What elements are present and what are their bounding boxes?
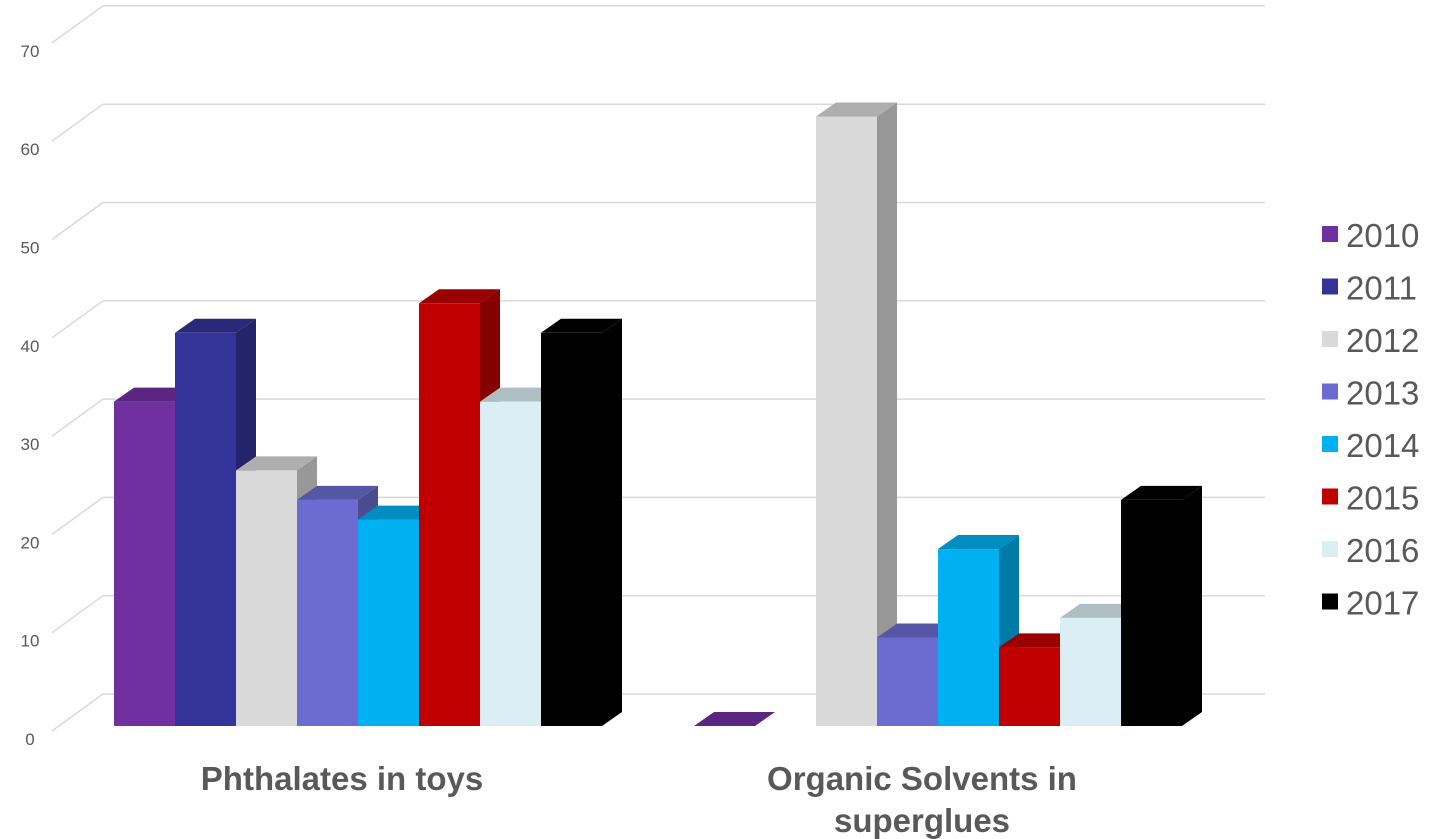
- bar-top: [297, 485, 378, 500]
- bar-front: [236, 470, 297, 726]
- bar-side: [602, 318, 622, 726]
- category-label: Phthalates in toys: [201, 760, 483, 797]
- bar-2010-2: [694, 712, 775, 726]
- bar-front: [999, 647, 1060, 726]
- legend-swatch: [1322, 278, 1338, 295]
- y-tick-label: 20: [21, 533, 40, 552]
- legend-swatch: [1322, 436, 1338, 452]
- legend-item-2011: 2011: [1322, 270, 1417, 307]
- legend-label: 2016: [1346, 532, 1419, 569]
- bar-top: [938, 535, 1019, 550]
- legend-swatch: [1322, 383, 1338, 400]
- y-axis-ticks: 0 10 20 30 40 50 60 70: [21, 42, 40, 749]
- legend-label: 2012: [1346, 322, 1419, 359]
- legend-swatch: [1322, 331, 1338, 347]
- legend-label: 2017: [1346, 585, 1419, 622]
- bar-top: [877, 623, 958, 638]
- bar-top: [541, 318, 622, 333]
- bar-front: [877, 637, 938, 726]
- bars: [114, 102, 1202, 727]
- bar-front: [114, 401, 175, 726]
- legend-item-2013: 2013: [1322, 375, 1419, 412]
- bar-top: [816, 102, 897, 117]
- bar-front: [358, 519, 419, 726]
- gridline-depth: [51, 693, 104, 732]
- bar-front: [541, 332, 602, 726]
- bar-top: [175, 318, 256, 333]
- gridline-depth: [51, 5, 104, 44]
- bar-2017-1: [541, 318, 622, 726]
- bar-front: [1060, 617, 1121, 726]
- bar-top: [358, 505, 439, 520]
- y-tick-label: 0: [25, 730, 34, 749]
- bar-front: [938, 549, 999, 726]
- legend-label: 2014: [1346, 427, 1419, 464]
- bar-top: [236, 456, 317, 471]
- bar-side: [1182, 485, 1202, 726]
- category-labels: Phthalates in toys Organic Solvents in sup…: [201, 760, 1077, 839]
- category-label: superglues: [834, 802, 1010, 839]
- y-tick-label: 40: [21, 337, 40, 356]
- legend-item-2010: 2010: [1322, 217, 1419, 254]
- bar-top: [1060, 603, 1141, 618]
- gridline-depth: [51, 201, 104, 241]
- bar-top: [419, 289, 500, 304]
- y-tick-label: 60: [21, 140, 40, 159]
- bar-top: [694, 712, 775, 726]
- y-tick-label: 70: [21, 42, 40, 61]
- gridline-depth: [51, 496, 104, 536]
- category-label: Organic Solvents in: [767, 760, 1077, 797]
- bar-front: [1121, 499, 1182, 726]
- y-tick-label: 50: [21, 239, 40, 258]
- legend-item-2016: 2016: [1322, 532, 1419, 569]
- y-tick-label: 30: [21, 435, 40, 454]
- gridline-depth: [51, 103, 104, 142]
- bar-2011-1: [175, 318, 256, 726]
- legend-swatch: [1322, 541, 1338, 557]
- bar-front: [480, 401, 541, 726]
- legend-label: 2013: [1346, 375, 1419, 412]
- bar-2012-2: [816, 102, 897, 727]
- bar-top: [480, 387, 561, 402]
- legend-item-2017: 2017: [1322, 585, 1419, 622]
- gridline-depth: [51, 300, 104, 339]
- bar-front: [175, 332, 236, 726]
- legend-label: 2010: [1346, 217, 1419, 254]
- y-tick-label: 10: [21, 632, 40, 651]
- gridline-depth: [51, 595, 104, 634]
- legend-item-2014: 2014: [1322, 427, 1419, 464]
- legend-swatch: [1322, 488, 1338, 505]
- legend: 2010 2011 2012 2013 2014 2015 2016 2017: [1322, 217, 1419, 622]
- bar-top: [1121, 485, 1202, 500]
- legend-label: 2011: [1346, 270, 1417, 307]
- bar-front: [816, 116, 877, 727]
- bar-2014-2: [938, 535, 1019, 726]
- legend-item-2012: 2012: [1322, 322, 1419, 359]
- bar-front: [297, 499, 358, 726]
- legend-label: 2015: [1346, 480, 1419, 517]
- bar-top: [999, 633, 1080, 648]
- bar-2017-2: [1121, 485, 1202, 726]
- legend-swatch: [1322, 593, 1338, 610]
- bar-top: [114, 387, 195, 402]
- bar-side: [877, 102, 897, 727]
- bar-front: [419, 303, 480, 726]
- gridline-depth: [51, 398, 104, 437]
- legend-item-2015: 2015: [1322, 480, 1419, 517]
- legend-swatch: [1322, 226, 1338, 242]
